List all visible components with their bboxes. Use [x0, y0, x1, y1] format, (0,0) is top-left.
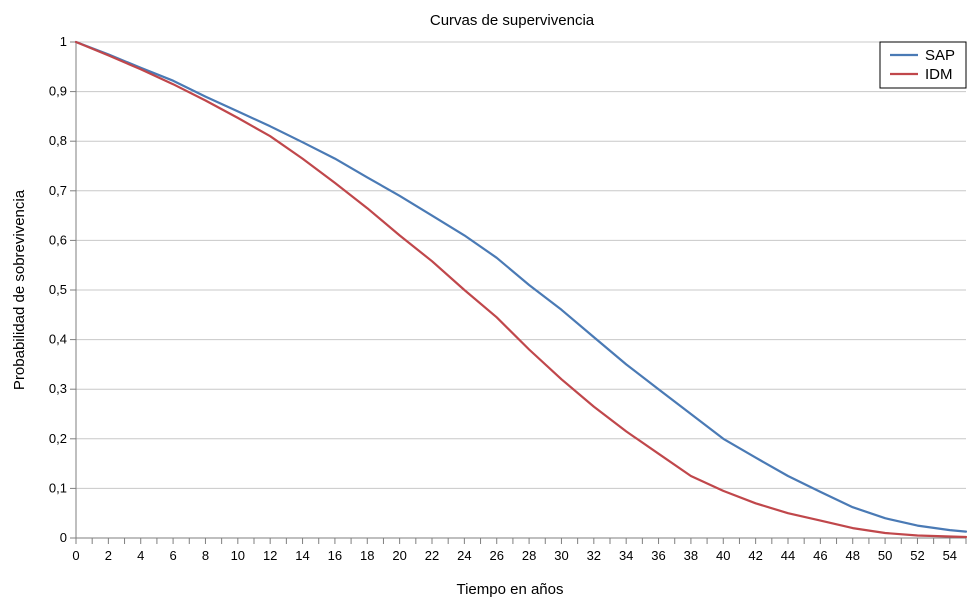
x-axis-title: Tiempo en años — [456, 581, 563, 598]
x-tick-label: 22 — [425, 548, 439, 563]
x-tick-label: 38 — [684, 548, 698, 563]
x-tick-label: 0 — [72, 548, 79, 563]
x-tick-label: 48 — [845, 548, 859, 563]
y-tick-label: 0,5 — [49, 282, 67, 297]
x-tick-label: 10 — [231, 548, 245, 563]
series-line-idm — [74, 40, 967, 539]
x-tick-label: 2 — [105, 548, 112, 563]
x-tick-label: 30 — [554, 548, 568, 563]
series-lines — [74, 40, 967, 539]
y-tick-label: 0,7 — [49, 183, 67, 198]
y-tick-label: 0,3 — [49, 381, 67, 396]
chart-title: Curvas de supervivencia — [430, 12, 595, 29]
x-tick-label: 44 — [781, 548, 795, 563]
y-tick-label: 0,4 — [49, 332, 67, 347]
y-tick-label: 0,8 — [49, 133, 67, 148]
legend-label-sap: SAP — [925, 47, 955, 64]
legend-box — [879, 41, 967, 89]
x-tick-label: 40 — [716, 548, 730, 563]
x-tick-label: 18 — [360, 548, 374, 563]
y-tick-labels: 0 0,1 0,2 0,3 0,4 0,5 0,6 0,7 0,8 0,9 1 — [49, 34, 67, 545]
y-tick-label: 0 — [60, 530, 67, 545]
series-line-sap — [74, 40, 967, 533]
x-tick-label: 20 — [392, 548, 406, 563]
y-tick-label: 0,2 — [49, 431, 67, 446]
x-tick-label: 50 — [878, 548, 892, 563]
y-axis-title: Probabilidad de sobrevivencia — [11, 189, 28, 390]
x-tick-label: 14 — [295, 548, 309, 563]
x-tick-label: 32 — [587, 548, 601, 563]
x-tick-label: 36 — [651, 548, 665, 563]
x-tick-label: 8 — [202, 548, 209, 563]
x-tick-label: 28 — [522, 548, 536, 563]
gridlines — [76, 41, 966, 489]
x-tick-label: 34 — [619, 548, 633, 563]
y-tick-label: 0,6 — [49, 232, 67, 247]
x-tick-label: 12 — [263, 548, 277, 563]
x-tick-label: 42 — [748, 548, 762, 563]
x-tick-label: 54 — [943, 548, 957, 563]
x-tick-label: 6 — [169, 548, 176, 563]
y-tick-label: 1 — [60, 34, 67, 49]
x-tick-label: 4 — [137, 548, 144, 563]
x-tick-labels: 0 2 4 6 8 10 12 14 16 18 20 22 24 26 28 30 32 34 36 38 40 42 4… — [72, 548, 957, 563]
x-tick-label: 52 — [910, 548, 924, 563]
y-tick-label: 0,1 — [49, 480, 67, 495]
legend-label-idm: IDM — [925, 66, 953, 83]
x-tick-label: 26 — [489, 548, 503, 563]
x-tick-label: 24 — [457, 548, 471, 563]
x-tick-label: 16 — [328, 548, 342, 563]
axes — [70, 41, 967, 544]
legend[interactable]: SAP IDM — [879, 41, 967, 89]
x-tick-label: 46 — [813, 548, 827, 563]
y-tick-label: 0,9 — [49, 84, 67, 99]
